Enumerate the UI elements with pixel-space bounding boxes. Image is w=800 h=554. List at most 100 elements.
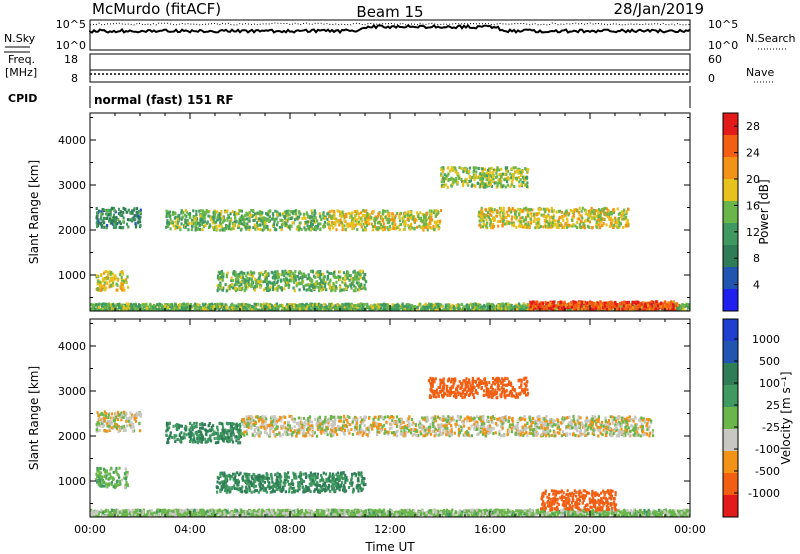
scatter-cell — [242, 302, 245, 306]
scatter-cell — [240, 209, 243, 213]
scatter-cell — [412, 215, 415, 219]
scatter-cell — [529, 217, 533, 221]
scatter-cell — [482, 181, 485, 185]
scatter-cell — [182, 211, 185, 215]
scatter-cell — [96, 218, 99, 222]
scatter-cell — [294, 212, 297, 216]
scatter-cell — [444, 303, 447, 307]
scatter-cell — [370, 215, 373, 219]
scatter-cell — [458, 166, 461, 170]
scatter-cell — [683, 304, 686, 307]
scatter-cell — [108, 219, 111, 223]
scatter-cell — [540, 213, 543, 217]
scatter-cell — [187, 212, 190, 216]
scatter-cell — [436, 309, 439, 311]
scatter-cell — [422, 228, 425, 232]
scatter-cell — [521, 170, 524, 173]
scatter-cell — [202, 303, 205, 307]
scatter-cell — [627, 309, 630, 311]
scatter-cell — [558, 216, 561, 219]
scatter-cell — [457, 306, 460, 310]
scatter-cell — [228, 221, 231, 225]
scatter-cell — [134, 303, 137, 307]
scatter-cell — [510, 183, 513, 187]
scatter-cell — [264, 220, 267, 224]
scatter-cell — [410, 222, 413, 226]
scatter-cell — [319, 276, 322, 280]
scatter-cell — [99, 308, 102, 311]
scatter-cell — [398, 219, 401, 223]
scatter-cell — [241, 287, 244, 291]
scatter-cell — [288, 274, 291, 278]
scatter-cell — [96, 225, 99, 229]
scatter-cell — [364, 215, 367, 219]
scatter-cell — [442, 169, 445, 173]
scatter-cell — [205, 308, 208, 311]
scatter-cell — [242, 223, 245, 226]
scatter-cell — [290, 210, 293, 214]
scatter-cell — [566, 225, 569, 229]
scatter-cell — [180, 222, 183, 226]
scatter-cell — [113, 277, 116, 281]
scatter-cell — [128, 218, 131, 222]
scatter-cell — [198, 222, 201, 226]
scatter-cell — [169, 221, 172, 225]
scatter-cell — [104, 302, 107, 306]
scatter-cell — [365, 302, 368, 306]
scatter-cell — [498, 178, 501, 182]
scatter-cell — [391, 215, 394, 219]
freq-tick-bottom: 8 — [71, 72, 78, 85]
scatter-cell — [261, 211, 264, 215]
scatter-cell — [298, 215, 301, 219]
scatter-cell — [477, 212, 481, 216]
scatter-cell — [166, 219, 169, 223]
scatter-cell — [377, 305, 380, 309]
scatter-cell — [401, 303, 404, 306]
scatter-cell — [352, 225, 355, 229]
scatter-cell — [254, 280, 258, 284]
scatter-cell — [359, 304, 362, 308]
scatter-cell — [468, 180, 471, 183]
scatter-cell — [411, 226, 414, 230]
scatter-cell — [443, 308, 446, 311]
scatter-cell — [432, 211, 436, 215]
scatter-cell — [183, 308, 186, 311]
scatter-cell — [285, 276, 288, 280]
scatter-cell — [452, 167, 455, 171]
scatter-cell — [468, 309, 471, 311]
scatter-cell — [111, 276, 114, 280]
scatter-cell — [287, 270, 290, 274]
scatter-cell — [285, 271, 288, 275]
scatter-cell — [287, 281, 290, 285]
scatter-cell — [254, 277, 257, 281]
scatter-cell — [331, 288, 334, 292]
scatter-cell — [462, 184, 465, 188]
scatter-cell — [303, 215, 306, 219]
scatter-cell — [107, 302, 110, 306]
scatter-cell — [505, 169, 508, 173]
scatter-cell — [323, 308, 326, 311]
scatter-cell — [501, 224, 504, 228]
scatter-cell — [526, 213, 529, 217]
scatter-cell — [111, 272, 114, 276]
scatter-cell — [379, 223, 382, 227]
scatter-cell — [315, 303, 318, 306]
scatter-cell — [295, 284, 298, 288]
scatter-cell — [125, 309, 128, 311]
scatter-cell — [200, 307, 203, 311]
scatter-cell — [332, 210, 336, 214]
scatter-cell — [379, 307, 382, 311]
scatter-cell — [478, 210, 481, 214]
scatter-cell — [599, 224, 603, 228]
scatter-cell — [454, 168, 457, 172]
scatter-cell — [97, 308, 100, 311]
scatter-cell — [221, 309, 224, 311]
scatter-cell — [354, 308, 357, 311]
scatter-cell — [286, 212, 290, 216]
scatter-cell — [109, 217, 112, 221]
scatter-cell — [258, 212, 261, 216]
scatter-cell — [310, 222, 313, 226]
scatter-cell — [477, 176, 480, 180]
scatter-cell — [548, 219, 551, 223]
scatter-cell — [377, 220, 380, 224]
